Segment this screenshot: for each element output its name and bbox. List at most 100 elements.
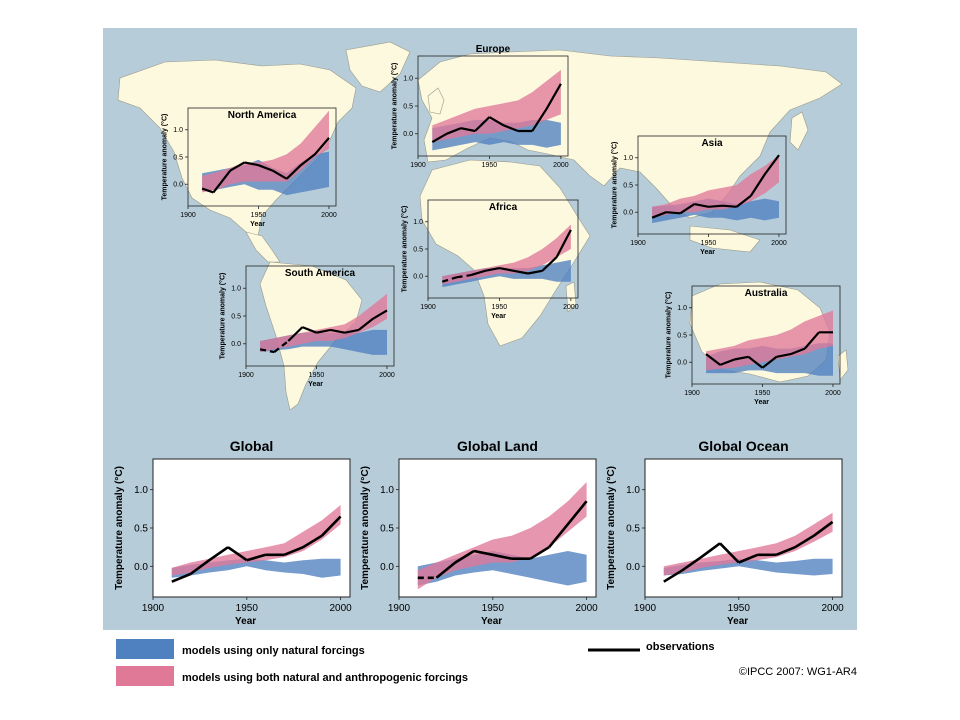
y-tick-label: 1.0 <box>134 485 148 496</box>
y-axis-label: Temperature anomaly (°C) <box>360 466 371 590</box>
y-tick-label: 1.0 <box>413 219 423 226</box>
y-axis-label: Temperature anomaly (°C) <box>114 466 125 590</box>
landmass-madagascar <box>565 281 577 313</box>
x-tick-label: 1900 <box>630 240 646 247</box>
chart-global-land: 0.0 0.5 1.0 1900 1950 2000 Year Temperature ano… <box>360 438 598 627</box>
charts-layer: 0.0 0.5 1.0 1900 1950 2000 Year Temperature ano… <box>114 44 844 627</box>
observations-line <box>705 331 833 369</box>
y-tick-label: 0.5 <box>134 524 148 535</box>
x-tick-label: 1900 <box>410 162 426 169</box>
chart-title: South America <box>285 268 356 279</box>
chart-title: Asia <box>701 138 723 149</box>
y-tick-label: 0.0 <box>380 562 394 573</box>
legend-anthro-swatch <box>116 666 174 686</box>
y-tick-label: 1.0 <box>231 286 241 293</box>
x-tick-label: 1900 <box>180 212 196 219</box>
observations-line <box>171 515 342 583</box>
x-tick-label: 2000 <box>553 162 569 169</box>
chart-asia: 0.0 0.5 1.0 1900 1950 2000 Year Temperature ano… <box>610 135 787 256</box>
anthropogenic-forcing-band <box>652 155 779 218</box>
y-tick-label: 0.5 <box>231 313 241 320</box>
anthropogenic-forcing-band <box>432 69 561 143</box>
x-tick-label: 1900 <box>634 603 657 614</box>
y-tick-label: 0.0 <box>173 182 183 189</box>
y-tick-label: 0.5 <box>623 182 633 189</box>
x-tick-label: 2000 <box>825 390 841 397</box>
observations-line <box>431 83 562 144</box>
legend-observations-label: observations <box>646 641 714 653</box>
chart-africa: 0.0 0.5 1.0 1900 1950 2000 Year Temperature ano… <box>400 199 579 320</box>
anthropogenic-forcing-band <box>417 482 587 590</box>
y-tick-label: 0.5 <box>626 524 640 535</box>
x-tick-label: 1900 <box>142 603 165 614</box>
chart-europe: 0.0 0.5 1.0 1900 1950 2000 Temperature anomaly… <box>390 44 568 169</box>
x-axis-label: Year <box>700 249 715 256</box>
observations-line <box>435 500 588 579</box>
x-tick-label: 1950 <box>728 603 751 614</box>
x-tick-label: 1900 <box>238 372 254 379</box>
y-tick-label: 0.5 <box>677 332 687 339</box>
copyright-credit: ©IPCC 2007: WG1-AR4 <box>739 666 857 678</box>
y-tick-label: 1.0 <box>380 485 394 496</box>
landmass-greenland <box>345 41 411 93</box>
chart-title: Australia <box>745 288 788 299</box>
x-axis-label: Year <box>491 313 506 320</box>
x-tick-label: 1950 <box>755 390 771 397</box>
x-tick-label: 1950 <box>701 240 717 247</box>
y-axis-label: Temperature anomaly (°C) <box>160 114 168 201</box>
anthropogenic-forcing-band <box>663 512 833 576</box>
chart-south-america: 0.0 0.5 1.0 1900 1950 2000 Year Temperature ano… <box>218 265 395 388</box>
x-tick-label: 2000 <box>575 603 598 614</box>
x-tick-label: 2000 <box>821 603 844 614</box>
y-tick-label: 0.0 <box>677 360 687 367</box>
x-tick-label: 1900 <box>684 390 700 397</box>
y-tick-label: 1.0 <box>677 305 687 312</box>
continent-africa <box>419 159 591 347</box>
continent-eurasia <box>417 49 843 219</box>
y-tick-label: 1.0 <box>173 127 183 134</box>
legend-anthro-label: models using both natural and anthropoge… <box>182 672 468 684</box>
landmass-new-zealand <box>837 349 849 381</box>
y-tick-label: 0.0 <box>623 210 633 217</box>
chart-global: 0.0 0.5 1.0 1900 1950 2000 Year Temperature ano… <box>114 438 352 627</box>
observations-line <box>663 520 834 583</box>
y-axis-label: Temperature anomaly (°C) <box>390 63 398 150</box>
observations-line-dashed <box>259 340 289 354</box>
legend: models using only natural forcings model… <box>116 639 857 686</box>
x-axis-label: Year <box>481 616 502 627</box>
chart-title: Africa <box>489 202 518 213</box>
x-axis-label: Year <box>754 399 769 406</box>
x-tick-label: 1900 <box>388 603 411 614</box>
y-tick-label: 0.0 <box>231 341 241 348</box>
continent-north-america <box>117 59 357 237</box>
chart-north-america: 0.0 0.5 1.0 1900 1950 2000 Year Temperature ano… <box>160 107 337 228</box>
landmass-japan <box>789 111 809 151</box>
x-tick-label: 2000 <box>563 304 579 311</box>
chart-global-ocean: 0.0 0.5 1.0 1900 1950 2000 Year Temperature ano… <box>606 438 844 627</box>
observations-line <box>470 229 572 277</box>
observations-line <box>651 154 780 219</box>
x-tick-label: 1950 <box>482 162 498 169</box>
x-tick-label: 1950 <box>309 372 325 379</box>
x-axis-label: Year <box>308 381 323 388</box>
chart-title: North America <box>228 110 297 121</box>
x-tick-label: 1950 <box>251 212 267 219</box>
landmass-central-america <box>245 231 281 263</box>
landmass-se-asia <box>689 225 761 253</box>
legend-natural-label: models using only natural forcings <box>182 645 365 657</box>
x-tick-label: 2000 <box>321 212 337 219</box>
y-tick-label: 0.0 <box>403 131 413 138</box>
y-tick-label: 0.5 <box>413 246 423 253</box>
x-tick-label: 2000 <box>771 240 787 247</box>
y-tick-label: 0.0 <box>626 562 640 573</box>
y-axis-label: Temperature anomaly (°C) <box>400 206 408 293</box>
chart-title: Europe <box>476 44 511 55</box>
anthropogenic-forcing-band <box>202 110 329 193</box>
y-tick-label: 0.5 <box>380 524 394 535</box>
y-tick-label: 1.0 <box>403 76 413 83</box>
y-tick-label: 1.0 <box>626 485 640 496</box>
world-map <box>117 41 849 411</box>
chart-title: Global Ocean <box>698 438 788 454</box>
chart-title: Global Land <box>457 438 538 454</box>
